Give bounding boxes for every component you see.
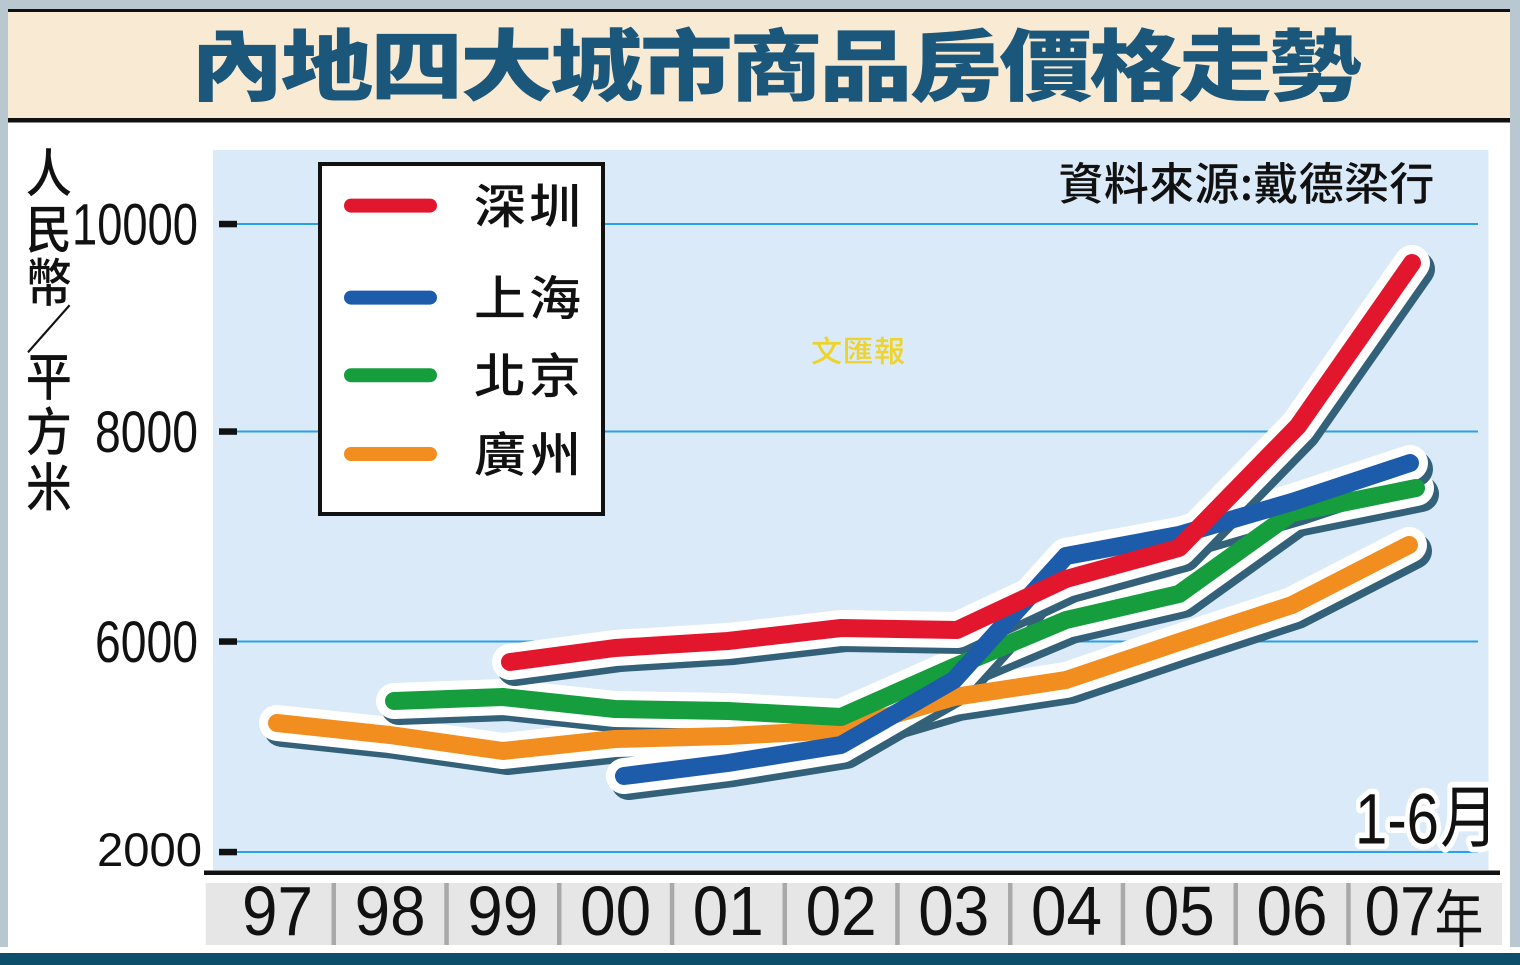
svg-text:10000: 10000 bbox=[72, 193, 198, 258]
svg-text:2000: 2000 bbox=[97, 823, 202, 876]
svg-text:07: 07 bbox=[1365, 872, 1436, 950]
svg-text:98: 98 bbox=[355, 872, 426, 950]
svg-text:8000: 8000 bbox=[95, 400, 198, 465]
svg-text:99: 99 bbox=[467, 872, 538, 950]
svg-text:02: 02 bbox=[806, 872, 877, 950]
svg-text:05: 05 bbox=[1144, 872, 1215, 950]
svg-text:00: 00 bbox=[580, 872, 651, 950]
svg-text:01: 01 bbox=[693, 872, 764, 950]
svg-text:06: 06 bbox=[1257, 872, 1328, 950]
svg-text:03: 03 bbox=[918, 872, 989, 950]
svg-text:04: 04 bbox=[1031, 872, 1102, 950]
svg-text:97: 97 bbox=[242, 872, 313, 950]
svg-text:1-6: 1-6 bbox=[1355, 781, 1439, 860]
svg-text:6000: 6000 bbox=[95, 610, 198, 675]
